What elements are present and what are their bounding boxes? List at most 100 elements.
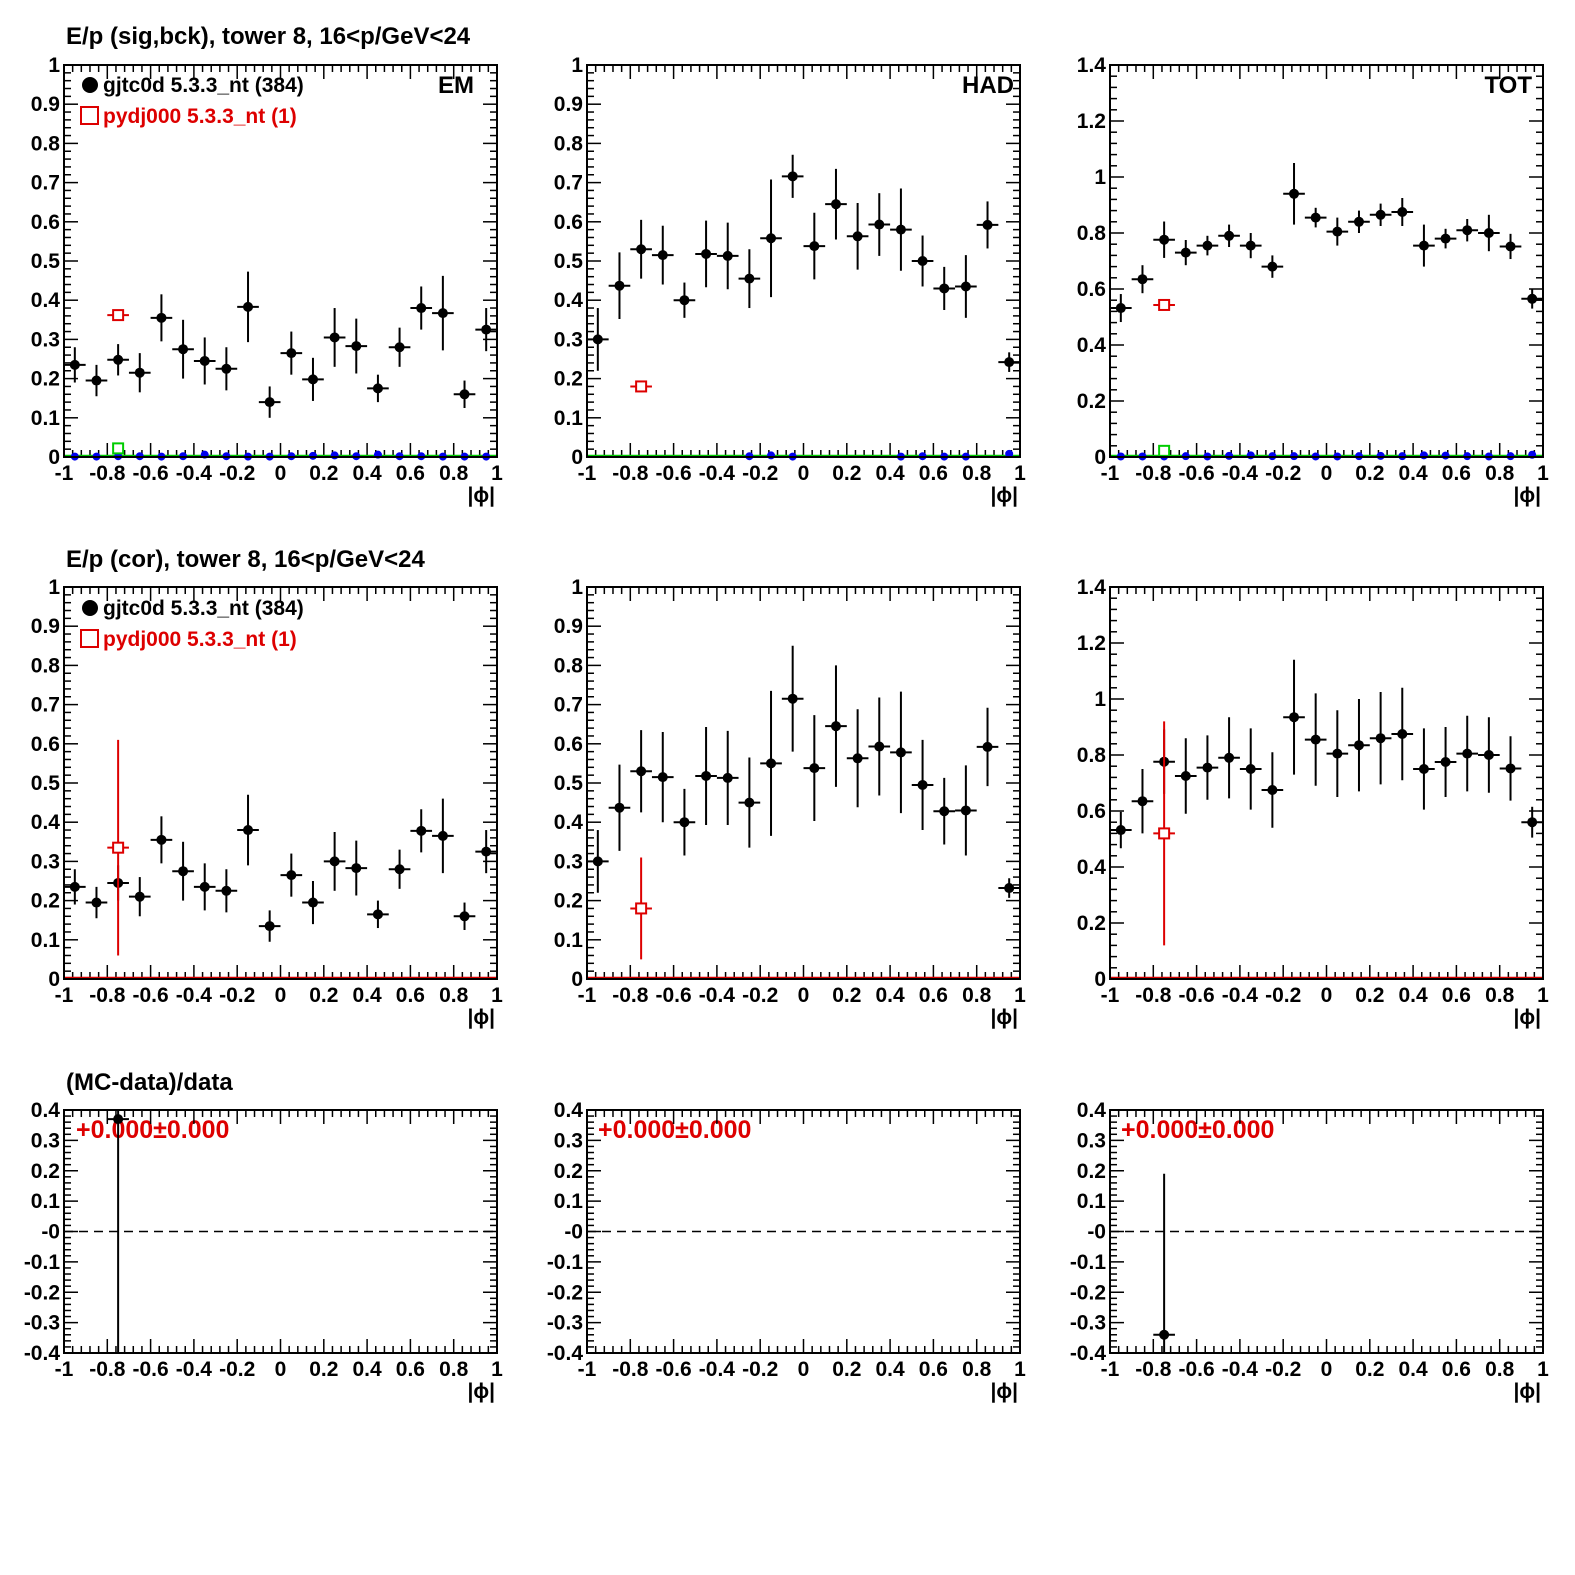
y-tick-label: 0.8: [554, 654, 584, 677]
x-tick-label: 0.4: [875, 462, 905, 485]
bck_data-point: [1246, 451, 1255, 460]
data-point: [960, 281, 971, 292]
y-tick-label: 0.6: [554, 733, 583, 756]
y-tick-label: 0.8: [31, 654, 61, 677]
y-tick-label: 0.6: [31, 733, 60, 756]
data-point: [1375, 733, 1386, 744]
data-point: [657, 772, 668, 783]
y-tick-label: 0.3: [554, 850, 583, 873]
data-point: [1137, 274, 1148, 285]
mc-point: [1158, 827, 1171, 840]
data-point: [982, 741, 993, 752]
y-tick-label: 0: [48, 446, 60, 469]
data-point: [351, 863, 362, 874]
y-tick-label: 0.2: [1077, 1160, 1106, 1183]
data-point: [134, 367, 145, 378]
data-point: [1310, 212, 1321, 223]
x-tick-label: -0.6: [656, 1358, 692, 1381]
x-tick-label: 0.6: [1442, 1358, 1471, 1381]
y-tick-label: -0.2: [24, 1281, 60, 1304]
x-tick-label: -1: [578, 462, 597, 485]
y-tick-label: -0: [41, 1221, 60, 1244]
y-tick-label: -0.1: [1070, 1251, 1107, 1274]
data-point: [1527, 293, 1538, 304]
panel-cor-tot: -1 -0.8 -0.6 -0.4 -0.2 0 0.2 0.4 0.6 0.8 1 0 0.2 0.4 0…: [1077, 576, 1549, 1029]
data-point: [1462, 748, 1473, 759]
y-tick-label: 0.6: [1077, 800, 1106, 823]
x-tick-label: 0.2: [1355, 1358, 1384, 1381]
x-tick-label: 0: [798, 462, 810, 485]
data-point: [701, 770, 712, 781]
row-title-sig: E/p (sig,bck), tower 8, 16<p/GeV<24: [66, 23, 471, 50]
data-point: [787, 171, 798, 182]
legend-mc-marker: [80, 629, 99, 648]
data-point: [766, 233, 777, 244]
data-point: [614, 280, 625, 291]
row-title-cor: E/p (cor), tower 8, 16<p/GeV<24: [66, 546, 425, 573]
y-tick-label: 1.2: [1077, 632, 1106, 655]
data-point: [636, 766, 647, 777]
y-tick-label: 0.3: [554, 1129, 583, 1152]
data-point: [1289, 712, 1300, 723]
data-point: [701, 248, 712, 259]
data-point: [351, 341, 362, 352]
y-tick-label: 0.9: [554, 93, 583, 116]
data-point: [722, 250, 733, 261]
legend-data-marker: [82, 600, 98, 616]
x-tick-label: 0.4: [352, 984, 382, 1007]
data-point: [243, 301, 254, 312]
data-point: [1527, 817, 1538, 828]
data-point: [874, 219, 885, 230]
x-tick-label: 0.4: [352, 462, 382, 485]
bck_mc-point: [1158, 444, 1171, 457]
data-point: [481, 324, 492, 335]
y-tick-label: 0.3: [1077, 1129, 1106, 1152]
x-tick-label: -0.6: [656, 984, 692, 1007]
x-tick-label: -0.2: [1265, 1358, 1301, 1381]
data-point: [416, 825, 427, 836]
x-tick-label: 0: [275, 462, 287, 485]
bck_data-point: [1225, 451, 1234, 460]
y-tick-label: -0.4: [547, 1342, 584, 1365]
data-point: [1245, 764, 1256, 774]
y-tick-label: 0.7: [31, 694, 60, 717]
y-tick-label: 0.3: [31, 328, 60, 351]
x-tick-label: 0.6: [1442, 984, 1471, 1007]
data-point: [1202, 240, 1213, 251]
y-tick-label: 0.5: [554, 772, 584, 795]
x-tick-label: -0.6: [1179, 462, 1215, 485]
data-point: [1202, 762, 1213, 773]
data-point: [156, 834, 167, 845]
x-tick-label: 1: [1537, 462, 1549, 485]
x-tick-label: 0.8: [439, 984, 469, 1007]
x-tick-label: -0.8: [89, 984, 126, 1007]
bck_data-point: [1005, 449, 1014, 458]
data-point: [264, 397, 275, 408]
y-tick-label: 1: [1094, 166, 1106, 189]
panel-cor-had: -1 -0.8 -0.6 -0.4 -0.2 0 0.2 0.4 0.6 0.8 1 0 0.1 0.2 0…: [554, 576, 1026, 1029]
plot-frame: [63, 64, 498, 458]
data-point: [69, 359, 80, 370]
x-tick-label: -0.2: [742, 462, 778, 485]
data-point: [1353, 216, 1364, 227]
x-tick-label: 0.2: [1355, 984, 1384, 1007]
y-tick-label: 0.8: [1077, 744, 1107, 767]
data-point: [69, 881, 80, 892]
legend-mc-label: pydj000 5.3.3_nt (1): [103, 628, 297, 651]
x-tick-label: 0.8: [439, 1358, 469, 1381]
x-tick-label: -0.4: [176, 462, 213, 485]
y-tick-label: 0.5: [31, 250, 61, 273]
data-point: [1004, 357, 1015, 368]
y-tick-label: 0.6: [1077, 278, 1106, 301]
x-tick-label: 0.8: [962, 1358, 992, 1381]
x-axis-title: |ϕ|: [991, 1006, 1019, 1029]
data-point: [852, 753, 863, 764]
x-tick-label: 0.8: [439, 462, 469, 485]
panel-label-had: HAD: [962, 72, 1014, 99]
y-tick-label: 0: [48, 968, 60, 991]
data-point: [1289, 188, 1300, 199]
x-tick-label: -0.4: [1222, 1358, 1259, 1381]
plot-frame: [63, 1109, 498, 1354]
y-tick-label: 0.3: [554, 328, 583, 351]
data-point: [636, 244, 647, 255]
